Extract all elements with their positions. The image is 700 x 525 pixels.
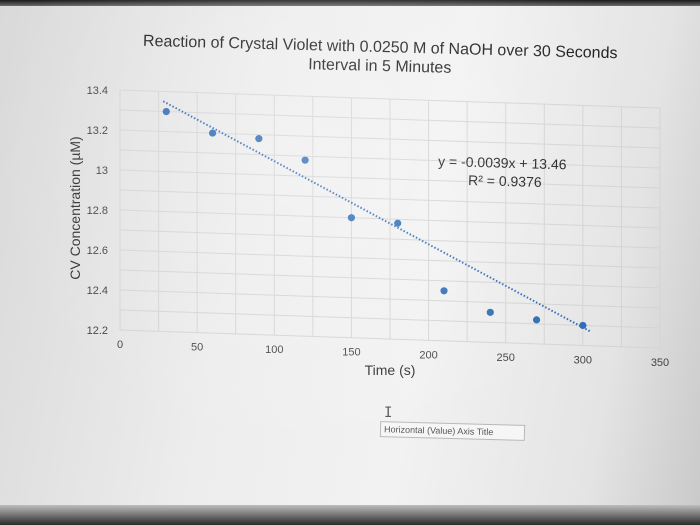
data-point	[162, 107, 170, 116]
data-point	[532, 316, 541, 324]
gridline-horizontal	[119, 109, 661, 129]
x-tick-label: 200	[419, 349, 437, 361]
data-point	[440, 287, 448, 295]
gridline-horizontal	[119, 269, 661, 289]
y-tick-label: 12.8	[87, 205, 108, 217]
gridline-horizontal	[119, 189, 661, 209]
data-point	[347, 214, 356, 222]
x-tick-label: 350	[651, 357, 669, 369]
gridline-horizontal	[119, 229, 661, 249]
gridline-horizontal	[119, 329, 661, 349]
trendline-equation: y = -0.0039x + 13.46	[438, 153, 567, 172]
x-tick-label: 250	[497, 352, 515, 364]
monitor-bezel-top	[0, 0, 700, 6]
y-tick-label: 12.2	[87, 325, 108, 337]
y-axis-title[interactable]: CV Concentration (µM)	[67, 136, 83, 280]
x-axis-title[interactable]: Time (s)	[364, 362, 416, 378]
gridline-horizontal	[119, 289, 661, 309]
monitor-bezel-bottom	[0, 505, 700, 525]
data-point	[255, 135, 263, 143]
r-squared-label: R² = 0.9376	[468, 172, 542, 190]
y-tick-label: 12.6	[87, 245, 108, 257]
y-tick-label: 13.4	[87, 85, 108, 97]
text-cursor-icon: I	[384, 405, 393, 421]
data-point	[301, 156, 309, 164]
gridline-horizontal	[119, 169, 661, 189]
x-tick-label: 300	[574, 354, 592, 366]
gridline-horizontal	[119, 149, 661, 169]
gridline-horizontal	[119, 309, 661, 329]
x-tick-label: 0	[117, 339, 123, 351]
data-point	[208, 129, 217, 137]
data-point	[486, 308, 494, 316]
gridline-horizontal	[119, 209, 661, 229]
x-tick-label: 50	[191, 342, 203, 354]
trendline	[162, 100, 592, 333]
x-tick-label: 150	[342, 347, 360, 359]
y-tick-label: 13.2	[87, 125, 108, 137]
y-tick-label: 12.4	[87, 285, 108, 297]
y-tick-label: 13	[96, 165, 108, 177]
x-tick-label: 100	[265, 344, 283, 356]
data-point	[394, 219, 402, 227]
gridline-horizontal	[119, 249, 661, 269]
gridline-horizontal	[119, 89, 661, 109]
data-point	[579, 321, 587, 330]
